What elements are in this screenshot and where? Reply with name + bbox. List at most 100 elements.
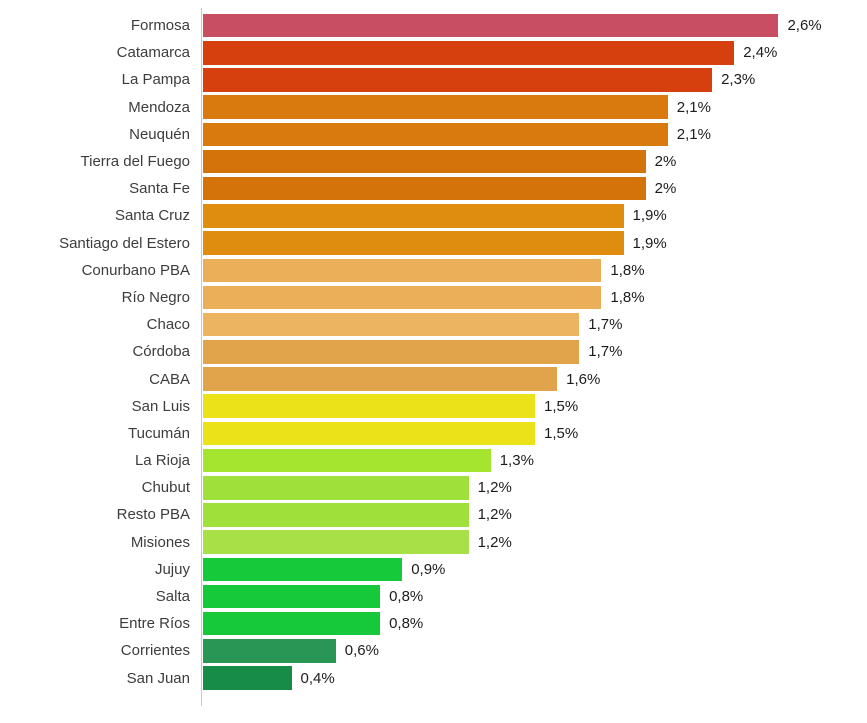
bar-track: 1,3%: [203, 448, 867, 473]
category-label: La Pampa: [121, 71, 190, 89]
bar-track: 2,3%: [203, 68, 867, 92]
y-axis-line: [201, 8, 202, 706]
category-label: Tierra del Fuego: [80, 153, 191, 171]
bar-row: Mendoza 2,1%: [0, 94, 867, 121]
bar-row: Formosa 2,6%: [0, 12, 867, 39]
bar: [203, 231, 624, 255]
bar-track: 1,6%: [203, 367, 867, 391]
bar-track: 2%: [203, 176, 867, 201]
bar-row: Santa Fe 2%: [0, 175, 867, 202]
bar-row: Tucumán 1,5%: [0, 420, 867, 447]
bar: [203, 584, 381, 609]
category-label: Resto PBA: [116, 506, 190, 524]
bar-track: 1,8%: [203, 258, 867, 283]
bar-row: Santiago del Estero 1,9%: [0, 230, 867, 257]
bar: [203, 503, 469, 527]
category-label: Mendoza: [128, 98, 190, 116]
category-label: Chaco: [146, 316, 190, 334]
bar-row: CABA 1,6%: [0, 365, 867, 392]
category-label: Catamarca: [116, 44, 190, 62]
bar: [203, 41, 735, 65]
category-label: Conurbano PBA: [81, 261, 190, 279]
category-label: Tucumán: [128, 424, 190, 442]
value-label: 2,1%: [676, 98, 711, 116]
value-label: 1,8%: [610, 288, 645, 306]
bar: [203, 639, 336, 663]
value-label: 2,3%: [721, 71, 756, 89]
bar-track: 1,9%: [203, 204, 867, 228]
value-label: 2,4%: [743, 44, 778, 62]
bar-row: La Rioja 1,3%: [0, 447, 867, 474]
bar-track: 0,9%: [203, 557, 867, 582]
category-label: CABA: [149, 370, 190, 388]
value-label: 1,5%: [544, 397, 579, 415]
bar-row: Salta 0,8%: [0, 583, 867, 610]
category-label: Salta: [155, 588, 190, 606]
bar-track: 2,1%: [203, 95, 867, 119]
category-label: Córdoba: [132, 343, 190, 361]
value-label: 0,6%: [344, 642, 379, 660]
bar-track: 2,1%: [203, 122, 867, 147]
bar: [203, 312, 580, 337]
bar: [203, 367, 558, 391]
value-label: 1,9%: [632, 207, 667, 225]
value-label: 0,9%: [411, 560, 446, 578]
bar-track: 0,4%: [203, 666, 867, 690]
category-label: Santa Fe: [129, 180, 190, 198]
value-label: 2,6%: [787, 17, 822, 35]
bar-row: Río Negro 1,8%: [0, 284, 867, 311]
bar: [203, 530, 469, 554]
value-label: 1,2%: [477, 533, 512, 551]
category-label: Corrientes: [120, 642, 190, 660]
bar: [203, 448, 491, 473]
value-label: 1,7%: [588, 343, 623, 361]
bar-track: 0,8%: [203, 584, 867, 609]
bar-row: Chubut 1,2%: [0, 474, 867, 501]
bar-row: Chaco 1,7%: [0, 311, 867, 338]
bar-row: Córdoba 1,7%: [0, 338, 867, 365]
category-label: Jujuy: [154, 560, 190, 578]
category-label: San Juan: [126, 669, 190, 687]
bar-track: 0,6%: [203, 639, 867, 663]
bar: [203, 149, 646, 174]
category-label: Entre Ríos: [119, 615, 190, 633]
bar-row: Jujuy 0,9%: [0, 556, 867, 583]
bar-row: Corrientes 0,6%: [0, 637, 867, 664]
category-label: Misiones: [130, 533, 190, 551]
bar-track: 2%: [203, 149, 867, 174]
value-label: 1,8%: [610, 261, 645, 279]
bar: [203, 476, 469, 500]
bar-row: Santa Cruz 1,9%: [0, 202, 867, 229]
bar-track: 1,7%: [203, 312, 867, 337]
value-label: 0,8%: [389, 588, 424, 606]
category-label: Neuquén: [129, 125, 190, 143]
value-label: 1,6%: [566, 370, 601, 388]
bar-track: 0,8%: [203, 611, 867, 636]
value-label: 0,8%: [389, 615, 424, 633]
bar-row: Neuquén 2,1%: [0, 121, 867, 148]
bar-row: San Juan 0,4%: [0, 665, 867, 692]
bar: [203, 611, 381, 636]
bar-row: Resto PBA 1,2%: [0, 501, 867, 528]
bar: [203, 285, 602, 310]
bar-track: 1,2%: [203, 503, 867, 527]
bar-track: 1,5%: [203, 394, 867, 418]
value-label: 1,2%: [477, 479, 512, 497]
bar-row: Conurbano PBA 1,8%: [0, 257, 867, 284]
bar: [203, 95, 668, 119]
category-label: Santa Cruz: [114, 207, 190, 225]
value-label: 2,1%: [676, 125, 711, 143]
value-label: 1,7%: [588, 316, 623, 334]
bar-track: 1,2%: [203, 476, 867, 500]
bar-row: Entre Ríos 0,8%: [0, 610, 867, 637]
value-label: 1,3%: [499, 452, 534, 470]
value-label: 2%: [654, 153, 677, 171]
bar-track: 1,8%: [203, 285, 867, 310]
value-label: 1,9%: [632, 234, 667, 252]
value-label: 2%: [654, 180, 677, 198]
bar-track: 1,7%: [203, 340, 867, 364]
bar: [203, 340, 580, 364]
bar: [203, 122, 668, 147]
bar: [203, 13, 779, 38]
